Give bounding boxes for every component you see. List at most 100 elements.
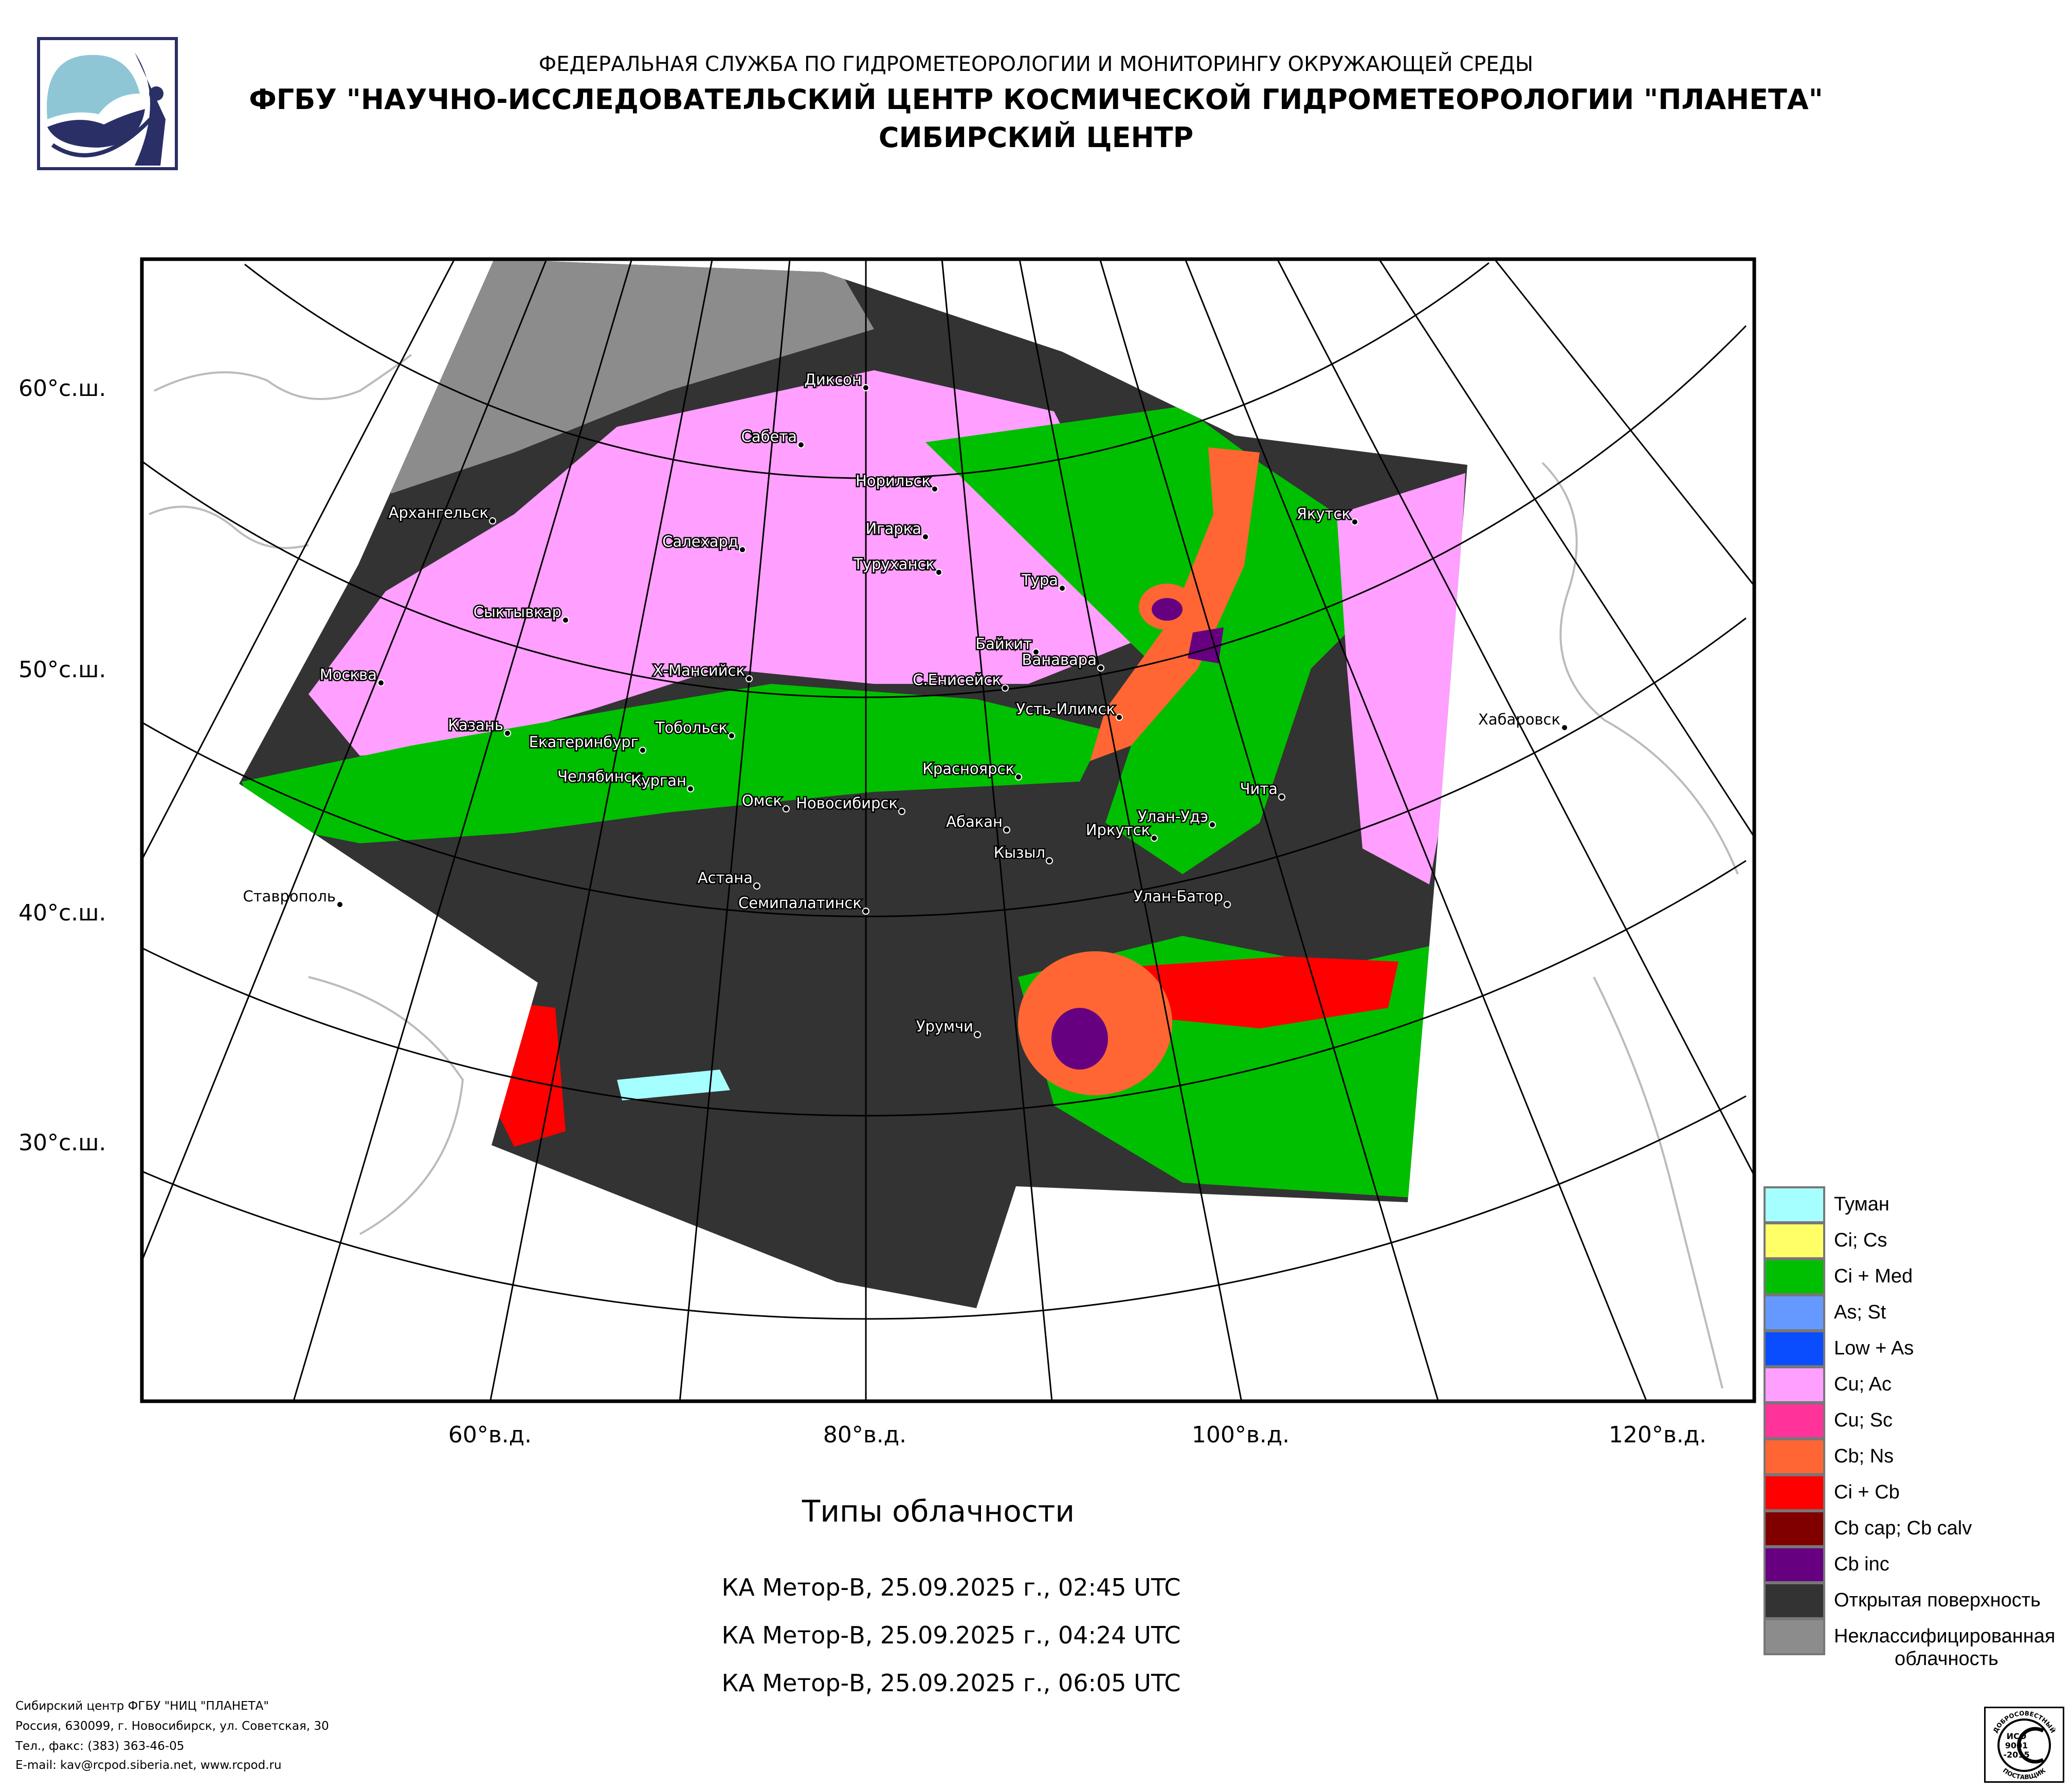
lat-label-40: 40°с.ш. xyxy=(19,900,106,926)
city-label: Екатеринбург xyxy=(529,733,639,751)
cb-inc-cell-2 xyxy=(1152,598,1183,621)
legend-label: Открытая поверхность xyxy=(1834,1589,2041,1611)
city-label: Хабаровск xyxy=(1478,711,1560,728)
footer-address: Россия, 630099, г. Новосибирск, ул. Сове… xyxy=(15,1720,329,1733)
legend-swatch xyxy=(1764,1438,1825,1475)
city-label: Тура xyxy=(1021,571,1058,589)
city-label: Якутск xyxy=(1297,505,1351,522)
meridian-line xyxy=(1099,259,1439,1401)
lon-label-100: 100°в.д. xyxy=(1191,1422,1290,1448)
parallel-line xyxy=(142,1095,1747,1320)
city-label: Москва xyxy=(320,666,377,683)
city-label: Иркутск xyxy=(1086,821,1150,839)
city-marker xyxy=(562,617,569,624)
fog-patches xyxy=(617,1070,730,1100)
meridian-line xyxy=(679,259,791,1401)
city-label: Игарка xyxy=(866,520,921,537)
city-marker xyxy=(377,679,385,686)
parallel-line xyxy=(142,617,1747,917)
city-marker xyxy=(1151,835,1158,842)
city-marker xyxy=(931,485,938,493)
city-label: Улан-Удэ xyxy=(1138,808,1208,825)
city-marker xyxy=(687,785,694,792)
city-label: Байкит xyxy=(975,635,1032,653)
legend-item: Cb; Ns xyxy=(1764,1438,2072,1475)
city-label: Салехард xyxy=(662,533,738,550)
legend-swatch xyxy=(1764,1330,1825,1367)
city-marker xyxy=(1561,724,1568,731)
city-label: Курган xyxy=(631,772,686,789)
city-marker xyxy=(974,1031,981,1038)
meridian-line xyxy=(1277,259,1754,1176)
legend-item: Открытая поверхность xyxy=(1764,1582,2072,1619)
city-label: Ванавара xyxy=(1022,651,1097,668)
city-marker xyxy=(783,805,790,812)
legend-swatch xyxy=(1764,1186,1825,1223)
meridian-line xyxy=(293,259,633,1401)
cb-ns-band xyxy=(1090,447,1260,761)
city-label: Тобольск xyxy=(655,719,728,736)
legend-label: Cb inc xyxy=(1834,1553,1889,1575)
meridian-line xyxy=(1019,259,1243,1401)
legend-item: Туман xyxy=(1764,1186,2072,1223)
city-label: Семипалатинск xyxy=(738,894,862,912)
city-marker xyxy=(336,901,343,908)
city-marker xyxy=(1278,793,1285,801)
city-marker xyxy=(1003,826,1010,834)
iso-9001-badge: ДОБРОСОВЕСТНЫЙ ПОСТАВЩИК ИСО 9001 -2015 xyxy=(1984,1707,2064,1783)
iso-badge-top-text: ДОБРОСОВЕСТНЫЙ xyxy=(1992,1710,2057,1734)
city-label: Абакан xyxy=(946,813,1003,830)
parallel-line xyxy=(142,325,1747,698)
legend-swatch xyxy=(1764,1366,1825,1403)
lon-label-60: 60°в.д. xyxy=(448,1422,532,1448)
city-marker xyxy=(746,675,753,682)
header-agency: ФЕДЕРАЛЬНАЯ СЛУЖБА ПО ГИДРОМЕТЕОРОЛОГИИ … xyxy=(538,52,1534,76)
legend-item: Cu; Sc xyxy=(1764,1402,2072,1439)
legend-label: As; St xyxy=(1834,1301,1886,1323)
city-marker xyxy=(1046,857,1053,864)
legend-swatch xyxy=(1764,1546,1825,1583)
city-label: Туруханск xyxy=(853,555,935,573)
footer-email: E-mail: kav@rcpod.siberia.net, www.rcpod… xyxy=(15,1759,282,1772)
city-marker xyxy=(489,517,496,524)
city-marker xyxy=(1097,664,1104,672)
legend-item: Ci + Med xyxy=(1764,1258,2072,1295)
city-marker xyxy=(1032,648,1040,656)
legend-label: Туман xyxy=(1834,1193,1889,1215)
legend-label: Ci + Cb xyxy=(1834,1481,1900,1503)
south-storm-cb-inc xyxy=(1051,1008,1108,1070)
svg-text:-2015: -2015 xyxy=(2003,1750,2029,1760)
svg-text:ИСО: ИСО xyxy=(2007,1731,2027,1741)
city-label: Усть-Илимск xyxy=(1016,700,1115,718)
legend-swatch xyxy=(1764,1618,1825,1655)
city-marker xyxy=(639,747,646,754)
city-label: Норильск xyxy=(856,472,931,490)
legend-item: Ci; Cs xyxy=(1764,1222,2072,1259)
legend-label: Ci + Med xyxy=(1834,1265,1913,1287)
cb-inc-cell xyxy=(1188,627,1224,663)
unclassified-area xyxy=(391,259,874,494)
city-label: Красноярск xyxy=(922,760,1014,777)
city-marker xyxy=(642,781,649,788)
meridian-line xyxy=(489,259,713,1401)
legend-label: Cu; Sc xyxy=(1834,1409,1893,1431)
city-label: Урумчи xyxy=(916,1018,973,1035)
satellite-pass-3: КА Метор-В, 25.09.2025 г., 06:05 UTC xyxy=(721,1669,1181,1697)
legend-item: Cu; Ac xyxy=(1764,1366,2072,1403)
satellite-pass-2: КА Метор-В, 25.09.2025 г., 04:24 UTC xyxy=(721,1621,1181,1649)
footer-phone: Тел., факс: (383) 363-46-05 xyxy=(15,1740,185,1753)
city-label: Х-Мансийск xyxy=(653,662,745,679)
meridian-line xyxy=(142,259,548,1261)
city-marker xyxy=(898,808,905,815)
city-label: Архангельск xyxy=(389,504,488,521)
city-marker xyxy=(753,882,760,890)
iso-badge-bottom-text: ПОСТАВЩИК xyxy=(2002,1767,2047,1781)
city-marker xyxy=(504,730,511,737)
legend-label: Low + As xyxy=(1834,1337,1914,1359)
city-marker xyxy=(728,732,735,739)
lon-label-80: 80°в.д. xyxy=(823,1422,907,1448)
legend-swatch xyxy=(1764,1258,1825,1295)
city-marker xyxy=(739,546,746,553)
graticule xyxy=(142,259,1754,1401)
coastlines xyxy=(149,354,1739,1389)
